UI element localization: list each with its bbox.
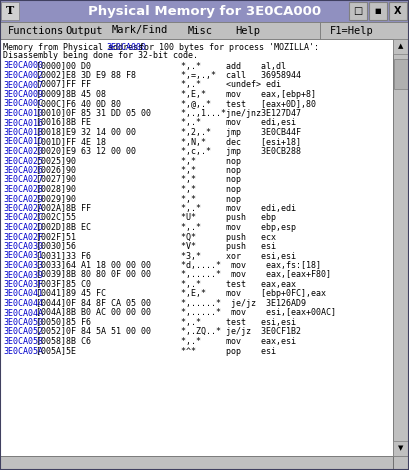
Text: 3E0CA04A: 3E0CA04A bbox=[3, 308, 43, 318]
Text: [0007]FF FF                  *,.*     <undef> edi: [0007]FF FF *,.* <undef> edi bbox=[31, 80, 281, 89]
Text: [002D]8B EC                  *,.*     mov    ebp,esp: [002D]8B EC *,.* mov ebp,esp bbox=[31, 223, 297, 232]
Text: Physical Memory for 3E0CA000: Physical Memory for 3E0CA000 bbox=[88, 5, 321, 17]
Text: 3E0CA00C: 3E0CA00C bbox=[3, 100, 43, 109]
Text: [002A]8B FF                  *,.*     mov    edi,edi: [002A]8B FF *,.* mov edi,edi bbox=[31, 204, 297, 213]
Text: [0044]0F 84 8F CA 05 00      *,.....*  je/jz  3E126AD9: [0044]0F 84 8F CA 05 00 *,.....* je/jz 3… bbox=[31, 299, 306, 308]
Text: 3E0CA01D: 3E0CA01D bbox=[3, 138, 43, 147]
Text: [0052]0F 84 5A 51 00 00      *,.ZQ..* je/jz  3E0CF1B2: [0052]0F 84 5A 51 00 00 *,.ZQ..* je/jz 3… bbox=[31, 328, 301, 337]
Text: 3E0CA052: 3E0CA052 bbox=[3, 328, 43, 337]
Text: Mark/Find: Mark/Find bbox=[112, 25, 168, 36]
Text: 3E0CA058: 3E0CA058 bbox=[3, 337, 43, 346]
Text: [0028]90                     *,*      nop: [0028]90 *,* nop bbox=[31, 185, 261, 194]
Text: 3E0CA02D: 3E0CA02D bbox=[3, 223, 43, 232]
Text: 3E0CA027: 3E0CA027 bbox=[3, 175, 43, 185]
Bar bbox=[0, 22, 409, 39]
Text: [0041]89 45 FC               *,E,*    mov    [ebp+0FC],eax: [0041]89 45 FC *,E,* mov [ebp+0FC],eax bbox=[31, 290, 326, 298]
Text: [0018]E9 32 14 00 00         *,2,.*   jmp    3E0CB44F: [0018]E9 32 14 00 00 *,2,.* jmp 3E0CB44F bbox=[31, 128, 301, 137]
Text: [0027]90                     *,*      nop: [0027]90 *,* nop bbox=[31, 175, 261, 185]
Bar bbox=[0, 456, 393, 470]
Text: [0010]0F 85 31 DD 05 00      *,.,1...*jne/jnz3E127D47: [0010]0F 85 31 DD 05 00 *,.,1...*jne/jnz… bbox=[31, 109, 301, 118]
Text: ▲: ▲ bbox=[398, 44, 404, 49]
Text: 3E0CA009: 3E0CA009 bbox=[3, 90, 43, 99]
Text: 3E0CA010: 3E0CA010 bbox=[3, 109, 43, 118]
Text: Help: Help bbox=[235, 25, 260, 36]
Text: for 100 bytes for process 'MOZILLA':: for 100 bytes for process 'MOZILLA': bbox=[134, 42, 319, 52]
Bar bbox=[393, 39, 409, 456]
Text: 3E0CA016: 3E0CA016 bbox=[3, 118, 43, 127]
Text: [0029]90                     *,*      nop: [0029]90 *,* nop bbox=[31, 195, 261, 204]
Text: [003F]85 C0                  *,.*     test   eax,eax: [003F]85 C0 *,.* test eax,eax bbox=[31, 280, 297, 289]
Text: Memory from Physical address: Memory from Physical address bbox=[3, 42, 148, 52]
Text: 3E0CA05A: 3E0CA05A bbox=[3, 346, 43, 355]
Text: Disassembly being done for 32-bit code.: Disassembly being done for 32-bit code. bbox=[3, 52, 198, 61]
Text: [001D]FF 4E 18               *,N,*    dec    [esi+18]: [001D]FF 4E 18 *,N,* dec [esi+18] bbox=[31, 138, 301, 147]
Text: [002C]55                     *U*      push   ebp: [002C]55 *U* push ebp bbox=[31, 213, 276, 222]
Text: 3E0CA050: 3E0CA050 bbox=[3, 318, 43, 327]
Text: 3E0CA018: 3E0CA018 bbox=[3, 128, 43, 137]
Text: F1=Help: F1=Help bbox=[330, 25, 374, 36]
Text: [0033]64 A1 18 00 00 00      *d,....*  mov    eax,fs:[18]: [0033]64 A1 18 00 00 00 *d,....* mov eax… bbox=[31, 261, 321, 270]
Bar bbox=[349, 2, 367, 20]
Text: 3E0CA007: 3E0CA007 bbox=[3, 80, 43, 89]
Text: 3E0CA002: 3E0CA002 bbox=[3, 71, 43, 80]
Text: 3E0CA039: 3E0CA039 bbox=[3, 271, 43, 280]
Text: [0030]56                     *V*      push   esi: [0030]56 *V* push esi bbox=[31, 242, 276, 251]
Text: Misc: Misc bbox=[188, 25, 213, 36]
Text: 3E0CA044: 3E0CA044 bbox=[3, 299, 43, 308]
Text: 3E0CA041: 3E0CA041 bbox=[3, 290, 43, 298]
Text: [0031]33 F6                  *3,*     xor    esi,esi: [0031]33 F6 *3,* xor esi,esi bbox=[31, 251, 297, 260]
Text: 3E0CA02C: 3E0CA02C bbox=[3, 213, 43, 222]
Text: 3E0CA03F: 3E0CA03F bbox=[3, 280, 43, 289]
Bar bbox=[393, 39, 409, 54]
Text: 3E0CA000: 3E0CA000 bbox=[3, 62, 43, 70]
Text: [0000]00 D0                  *,.*     add    al,dl: [0000]00 D0 *,.* add al,dl bbox=[31, 62, 286, 70]
Text: 3E0CA000: 3E0CA000 bbox=[106, 42, 146, 52]
Text: [0026]90                     *,*      nop: [0026]90 *,* nop bbox=[31, 166, 261, 175]
Text: X: X bbox=[394, 6, 402, 16]
Text: [0058]8B C6                  *,.*     mov    eax,esi: [0058]8B C6 *,.* mov eax,esi bbox=[31, 337, 297, 346]
Text: 3E0CA030: 3E0CA030 bbox=[3, 242, 43, 251]
Bar bbox=[0, 0, 409, 22]
Text: 3E0CA020: 3E0CA020 bbox=[3, 147, 43, 156]
Text: T: T bbox=[6, 6, 14, 16]
Text: 3E0CA025: 3E0CA025 bbox=[3, 157, 43, 165]
Text: [0050]85 F6                  *,.*     test   esi,esi: [0050]85 F6 *,.* test esi,esi bbox=[31, 318, 297, 327]
Text: [0025]90                     *,*      nop: [0025]90 *,* nop bbox=[31, 157, 261, 165]
Text: [0020]E9 63 12 00 00         *,c,.*   jmp    3E0CB288: [0020]E9 63 12 00 00 *,c,.* jmp 3E0CB288 bbox=[31, 147, 301, 156]
Text: 3E0CA031: 3E0CA031 bbox=[3, 251, 43, 260]
Text: 3E0CA029: 3E0CA029 bbox=[3, 195, 43, 204]
Bar bbox=[0, 39, 393, 456]
Bar bbox=[393, 441, 409, 456]
Text: Output: Output bbox=[65, 25, 103, 36]
Bar bbox=[1, 2, 19, 20]
Text: [0009]8B 45 08               *,E,*    mov    eax,[ebp+8]: [0009]8B 45 08 *,E,* mov eax,[ebp+8] bbox=[31, 90, 317, 99]
Text: 3E0CA02A: 3E0CA02A bbox=[3, 204, 43, 213]
Text: 3E0CA02F: 3E0CA02F bbox=[3, 233, 43, 242]
Text: ▼: ▼ bbox=[398, 446, 404, 452]
Text: Functions: Functions bbox=[8, 25, 64, 36]
Text: 3E0CA033: 3E0CA033 bbox=[3, 261, 43, 270]
Text: [0002]E8 3D E9 88 F8         *,=,.,*  call   36958944: [0002]E8 3D E9 88 F8 *,=,.,* call 369589… bbox=[31, 71, 301, 80]
Bar bbox=[389, 2, 407, 20]
Text: □: □ bbox=[353, 6, 363, 16]
Text: [0016]8B FE                  *,.*     mov    edi,esi: [0016]8B FE *,.* mov edi,esi bbox=[31, 118, 297, 127]
Text: [0039]8B 80 80 0F 00 00      *,.....*  mov    eax,[eax+F80]: [0039]8B 80 80 0F 00 00 *,.....* mov eax… bbox=[31, 271, 331, 280]
Bar bbox=[394, 59, 408, 89]
Text: 3E0CA028: 3E0CA028 bbox=[3, 185, 43, 194]
Text: ■: ■ bbox=[375, 8, 381, 14]
Text: [002F]51                     *Q*      push   ecx: [002F]51 *Q* push ecx bbox=[31, 233, 276, 242]
Text: 3E0CA026: 3E0CA026 bbox=[3, 166, 43, 175]
Bar bbox=[369, 2, 387, 20]
Text: [004A]8B B0 AC 00 00 00      *,.....*  mov    esi,[eax+00AC]: [004A]8B B0 AC 00 00 00 *,.....* mov esi… bbox=[31, 308, 336, 318]
Text: [005A]5E                     *^*      pop    esi: [005A]5E *^* pop esi bbox=[31, 346, 276, 355]
Text: [000C]F6 40 0D 80            *,@,.*   test   [eax+0D],80: [000C]F6 40 0D 80 *,@,.* test [eax+0D],8… bbox=[31, 100, 317, 109]
Bar bbox=[393, 456, 409, 470]
